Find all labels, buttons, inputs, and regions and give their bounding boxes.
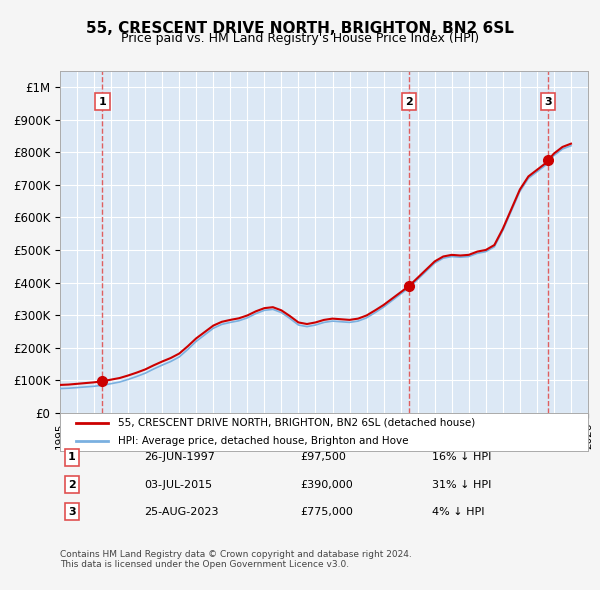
Text: 1: 1 (68, 453, 76, 462)
Text: 31% ↓ HPI: 31% ↓ HPI (432, 480, 491, 490)
Text: Price paid vs. HM Land Registry's House Price Index (HPI): Price paid vs. HM Land Registry's House … (121, 32, 479, 45)
Text: Contains HM Land Registry data © Crown copyright and database right 2024.
This d: Contains HM Land Registry data © Crown c… (60, 550, 412, 569)
Text: HPI: Average price, detached house, Brighton and Hove: HPI: Average price, detached house, Brig… (118, 435, 409, 445)
Text: 3: 3 (544, 97, 552, 107)
Text: 55, CRESCENT DRIVE NORTH, BRIGHTON, BN2 6SL: 55, CRESCENT DRIVE NORTH, BRIGHTON, BN2 … (86, 21, 514, 35)
Text: 26-JUN-1997: 26-JUN-1997 (144, 453, 215, 462)
Text: £775,000: £775,000 (300, 507, 353, 517)
Text: 2: 2 (405, 97, 413, 107)
Text: 25-AUG-2023: 25-AUG-2023 (144, 507, 218, 517)
Text: 4% ↓ HPI: 4% ↓ HPI (432, 507, 485, 517)
Text: £390,000: £390,000 (300, 480, 353, 490)
Text: 1: 1 (98, 97, 106, 107)
Text: 2: 2 (68, 480, 76, 490)
Text: 16% ↓ HPI: 16% ↓ HPI (432, 453, 491, 462)
Text: 03-JUL-2015: 03-JUL-2015 (144, 480, 212, 490)
Text: £97,500: £97,500 (300, 453, 346, 462)
Text: 55, CRESCENT DRIVE NORTH, BRIGHTON, BN2 6SL (detached house): 55, CRESCENT DRIVE NORTH, BRIGHTON, BN2 … (118, 418, 475, 428)
Text: 3: 3 (68, 507, 76, 517)
